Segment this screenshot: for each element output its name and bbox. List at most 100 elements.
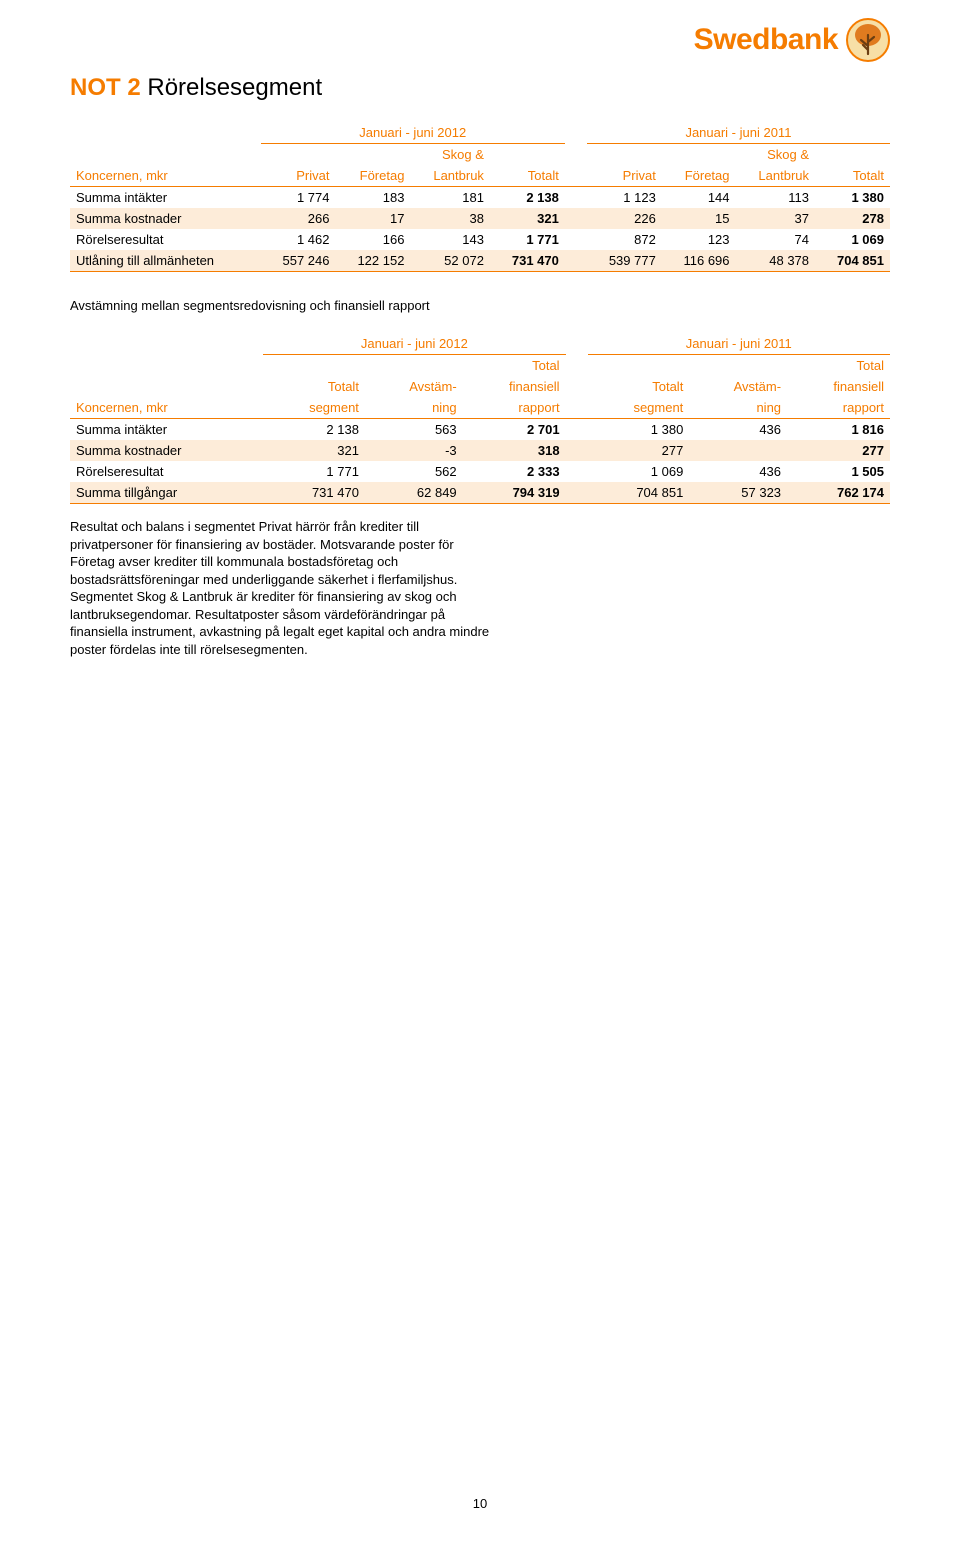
t2-total-l2: finansiell xyxy=(463,376,566,397)
cell: 436 xyxy=(689,419,787,441)
cell: 17 xyxy=(336,208,411,229)
t2-avstam-l2: ning xyxy=(365,397,463,419)
table-row: Utlåning till allmänheten557 246122 1525… xyxy=(70,250,890,272)
t2-total-l1: Total xyxy=(463,355,566,377)
cell: 62 849 xyxy=(365,482,463,504)
cell xyxy=(689,440,787,461)
cell: 122 152 xyxy=(336,250,411,272)
col-skog-l2: Lantbruk xyxy=(410,165,490,187)
cell: 318 xyxy=(463,440,566,461)
col-skog-l2-b: Lantbruk xyxy=(736,165,816,187)
cell: 436 xyxy=(689,461,787,482)
table-row: Summa kostnader26617383212261537278 xyxy=(70,208,890,229)
table-row: Rörelseresultat1 7715622 333 1 0694361 50… xyxy=(70,461,890,482)
cell: 2 333 xyxy=(463,461,566,482)
cell: 266 xyxy=(261,208,336,229)
row-label: Summa intäkter xyxy=(70,419,263,441)
cell: 557 246 xyxy=(261,250,336,272)
oak-logo-icon xyxy=(846,18,890,62)
t2-avstam-l1-b: Avstäm- xyxy=(689,376,787,397)
col-totalt-b: Totalt xyxy=(815,165,890,187)
cell: 1 462 xyxy=(261,229,336,250)
cell: 731 470 xyxy=(263,482,365,504)
t2-total-l3-b: rapport xyxy=(787,397,890,419)
t2-tseg-l2: segment xyxy=(263,397,365,419)
col-skog-l1-b: Skog & xyxy=(736,144,816,166)
cell: 52 072 xyxy=(410,250,490,272)
cell: 321 xyxy=(490,208,565,229)
t2-tseg-l2-b: segment xyxy=(588,397,690,419)
cell: 1 816 xyxy=(787,419,890,441)
table-row: Januari - juni 2012 Januari - juni 2011 xyxy=(70,333,890,355)
cell: 181 xyxy=(410,187,490,209)
table-row: Januari - juni 2012 Januari - juni 2011 xyxy=(70,122,890,144)
t2-total-l3: rapport xyxy=(463,397,566,419)
cell: 704 851 xyxy=(588,482,690,504)
t2-avstam-l2-b: ning xyxy=(689,397,787,419)
table-row: Koncernen, mkr Privat Företag Lantbruk T… xyxy=(70,165,890,187)
cell: 562 xyxy=(365,461,463,482)
col-skog-l1: Skog & xyxy=(410,144,490,166)
cell: 2 138 xyxy=(263,419,365,441)
col-foretag-b: Företag xyxy=(662,165,736,187)
col-privat-b: Privat xyxy=(587,165,662,187)
table-row: Summa intäkter1 7741831812 1381 12314411… xyxy=(70,187,890,209)
t2-tseg-l1-b: Totalt xyxy=(588,376,690,397)
cell: 872 xyxy=(587,229,662,250)
cell: 123 xyxy=(662,229,736,250)
cell: 48 378 xyxy=(736,250,816,272)
row-label: Rörelseresultat xyxy=(70,229,261,250)
cell: 113 xyxy=(736,187,816,209)
row-label: Summa kostnader xyxy=(70,440,263,461)
cell: 321 xyxy=(263,440,365,461)
brand-name: Swedbank xyxy=(694,23,838,57)
explanatory-paragraph: Resultat och balans i segmentet Privat h… xyxy=(70,518,500,658)
cell: 1 380 xyxy=(588,419,690,441)
cell: 116 696 xyxy=(662,250,736,272)
cell: 731 470 xyxy=(490,250,565,272)
cell: 15 xyxy=(662,208,736,229)
cell: 226 xyxy=(587,208,662,229)
col-totalt: Totalt xyxy=(490,165,565,187)
cell: 1 380 xyxy=(815,187,890,209)
cell: 183 xyxy=(336,187,411,209)
cell: 144 xyxy=(662,187,736,209)
t2-avstam-l1: Avstäm- xyxy=(365,376,463,397)
segment-table-1: Januari - juni 2012 Januari - juni 2011 … xyxy=(70,122,890,272)
col-foretag: Företag xyxy=(336,165,411,187)
cell: 277 xyxy=(787,440,890,461)
cell: 563 xyxy=(365,419,463,441)
note-heading: NOT 2 Rörelsesegment xyxy=(70,74,890,102)
col-privat: Privat xyxy=(261,165,336,187)
col-koncernen: Koncernen, mkr xyxy=(70,165,261,187)
table-row: Total Total xyxy=(70,355,890,377)
period-2012: Januari - juni 2012 xyxy=(261,122,565,144)
t2-total-l1-b: Total xyxy=(787,355,890,377)
cell: 1 771 xyxy=(263,461,365,482)
cell: 1 069 xyxy=(815,229,890,250)
cell: 1 069 xyxy=(588,461,690,482)
cell: 1 505 xyxy=(787,461,890,482)
period-2011: Januari - juni 2011 xyxy=(587,122,890,144)
cell: 1 774 xyxy=(261,187,336,209)
cell: 794 319 xyxy=(463,482,566,504)
row-label: Rörelseresultat xyxy=(70,461,263,482)
cell: 277 xyxy=(588,440,690,461)
t2-tseg-l1: Totalt xyxy=(263,376,365,397)
cell: 74 xyxy=(736,229,816,250)
cell: 1 123 xyxy=(587,187,662,209)
cell: 2 138 xyxy=(490,187,565,209)
cell: 1 771 xyxy=(490,229,565,250)
cell: 539 777 xyxy=(587,250,662,272)
table-row: Skog & Skog & xyxy=(70,144,890,166)
reconciliation-subtitle: Avstämning mellan segmentsredovisning oc… xyxy=(70,298,890,313)
cell: 762 174 xyxy=(787,482,890,504)
heading-prefix: NOT 2 xyxy=(70,74,141,101)
t2-col-koncernen: Koncernen, mkr xyxy=(70,397,263,419)
cell: -3 xyxy=(365,440,463,461)
segment-table-2: Januari - juni 2012 Januari - juni 2011 … xyxy=(70,333,890,504)
row-label: Summa tillgångar xyxy=(70,482,263,504)
cell: 143 xyxy=(410,229,490,250)
cell: 38 xyxy=(410,208,490,229)
cell: 37 xyxy=(736,208,816,229)
